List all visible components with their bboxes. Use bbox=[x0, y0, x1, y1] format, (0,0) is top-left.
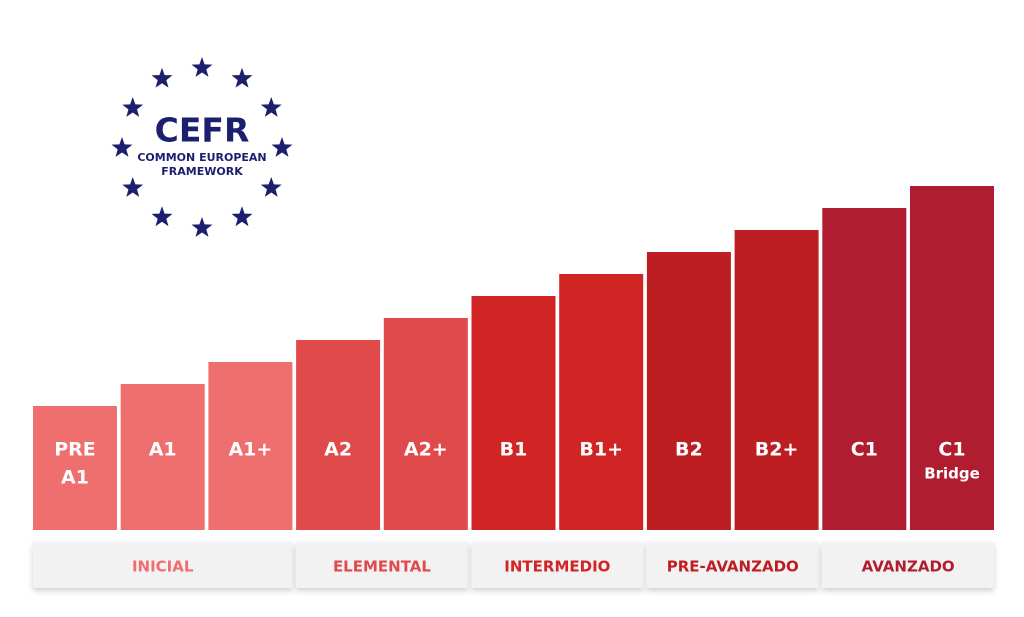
star bbox=[122, 177, 144, 197]
star bbox=[151, 67, 173, 88]
level-bar bbox=[734, 230, 819, 530]
level-bar bbox=[471, 296, 556, 530]
level-bar bbox=[383, 318, 468, 530]
group-bar: INICIAL ELEMENTAL INTERMEDIO PRE-AVANZADO AV… bbox=[33, 542, 994, 588]
star bbox=[111, 137, 133, 157]
logo-title: CEFR bbox=[155, 111, 250, 150]
group-box bbox=[296, 542, 468, 588]
star bbox=[231, 206, 253, 227]
level-label: B1+ bbox=[579, 439, 623, 461]
group-label: INICIAL bbox=[132, 558, 194, 576]
level-label: A1 bbox=[61, 467, 89, 489]
level-label: PRE bbox=[54, 439, 96, 461]
level-label: A2+ bbox=[404, 439, 448, 461]
group-label: INTERMEDIO bbox=[504, 558, 610, 576]
star bbox=[191, 217, 213, 237]
group-label: ELEMENTAL bbox=[333, 558, 431, 576]
level-label: A2 bbox=[324, 439, 352, 461]
level-bar bbox=[646, 252, 731, 530]
group-box bbox=[471, 542, 644, 588]
level-bar bbox=[559, 274, 644, 530]
level-bar bbox=[296, 340, 381, 530]
level-label: B2+ bbox=[755, 439, 799, 461]
level-label: B1 bbox=[500, 439, 528, 461]
star bbox=[271, 137, 293, 157]
group-box bbox=[646, 542, 819, 588]
group-box bbox=[822, 542, 994, 588]
logo-line: FRAMEWORK bbox=[161, 165, 243, 178]
cefr-logo: CEFR COMMON EUROPEAN FRAMEWORK bbox=[111, 57, 293, 237]
level-bar bbox=[33, 406, 117, 530]
level-bars: PRE A1 A1 A1+ A2 A2+ B1 B1+ B2 B2+ C1 C1 Bridge bbox=[33, 186, 994, 530]
level-label: Bridge bbox=[924, 465, 980, 483]
level-bar bbox=[910, 186, 994, 530]
group-box bbox=[33, 542, 293, 588]
level-label: C1 bbox=[851, 439, 878, 461]
level-bar bbox=[208, 362, 293, 530]
level-label: A1+ bbox=[228, 439, 272, 461]
star bbox=[260, 177, 282, 197]
star bbox=[191, 57, 213, 77]
star bbox=[122, 97, 144, 117]
star bbox=[151, 206, 173, 227]
level-bar bbox=[120, 384, 205, 530]
level-label: C1 bbox=[938, 439, 965, 461]
group-label: PRE-AVANZADO bbox=[667, 558, 799, 576]
level-bar bbox=[822, 208, 907, 530]
star bbox=[231, 67, 253, 88]
level-label: A1 bbox=[149, 439, 177, 461]
group-label: AVANZADO bbox=[862, 558, 955, 576]
level-label: B2 bbox=[675, 439, 703, 461]
star bbox=[260, 97, 282, 117]
logo-line: COMMON EUROPEAN bbox=[137, 151, 266, 164]
